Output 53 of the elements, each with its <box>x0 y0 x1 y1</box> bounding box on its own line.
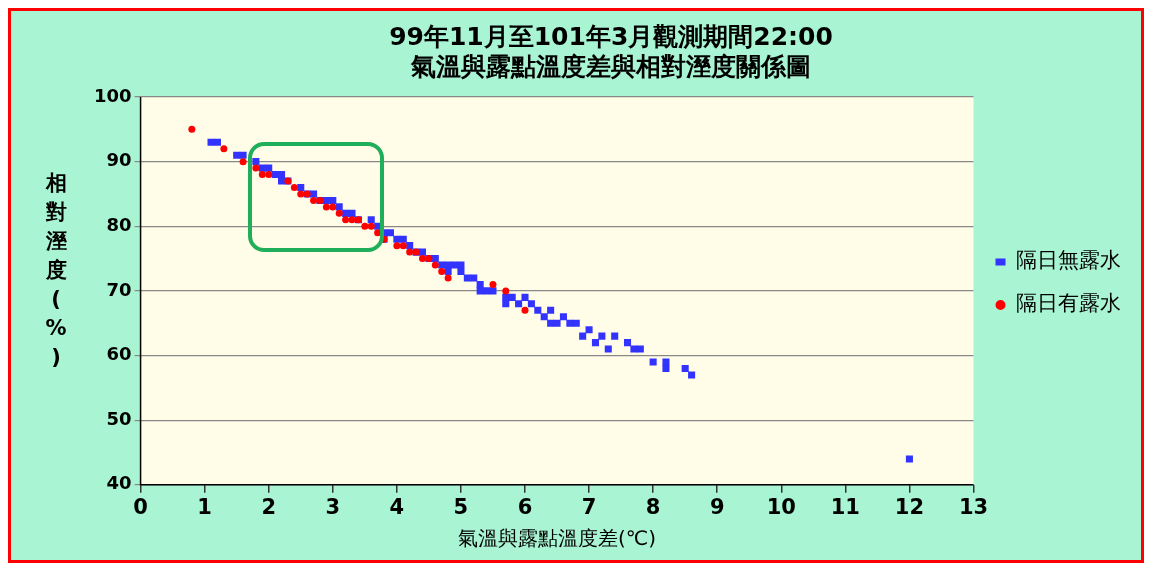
y-tick-label: 40 <box>106 472 132 494</box>
point <box>297 190 305 198</box>
point <box>239 158 247 166</box>
point <box>367 222 375 230</box>
point <box>348 216 356 224</box>
x-tick-label: 13 <box>958 494 989 519</box>
x-tick-label: 1 <box>197 494 212 519</box>
point <box>258 171 266 179</box>
point <box>489 280 497 288</box>
point <box>252 164 260 172</box>
point <box>438 268 446 276</box>
point <box>265 171 273 179</box>
point <box>335 209 343 217</box>
x-tick-label: 2 <box>261 494 277 519</box>
point <box>310 196 318 204</box>
y-tick-label: 50 <box>106 407 132 429</box>
text: 氣溫與露點溫度差與相對溼度關係圖 <box>411 51 811 81</box>
y-tick-label: 70 <box>106 278 132 300</box>
point <box>188 125 196 133</box>
legend-label: 隔日無露水 <box>1016 248 1121 273</box>
x-tick-label: 7 <box>581 494 597 519</box>
x-tick-label: 9 <box>709 494 725 519</box>
point <box>431 261 439 269</box>
point <box>406 248 414 256</box>
point <box>521 306 529 314</box>
point <box>361 222 369 230</box>
point <box>418 255 426 263</box>
x-tick-label: 3 <box>325 494 341 519</box>
x-tick-label: 4 <box>389 494 405 519</box>
point <box>322 203 330 211</box>
point <box>329 203 337 211</box>
x-tick-label: 8 <box>645 494 661 519</box>
x-tick-label: 5 <box>453 494 469 519</box>
y-tick-label: 80 <box>106 213 132 235</box>
x-tick-label: 11 <box>830 494 860 519</box>
point <box>399 242 407 250</box>
text: 99年11月至101年3月觀測期間22:00 <box>389 21 833 51</box>
y-tick-label: 60 <box>106 343 132 365</box>
x-tick-label: 0 <box>133 494 148 519</box>
y-tick-label: 100 <box>94 84 132 106</box>
x-axis-title: 氣溫與露點溫度差(℃) <box>458 526 657 551</box>
point <box>290 183 298 191</box>
y-axis-title: 相對溼度(%) <box>44 170 68 371</box>
legend-label: 隔日有露水 <box>1016 291 1121 316</box>
point <box>393 242 401 250</box>
point <box>502 287 510 295</box>
y-tick-label: 90 <box>106 149 132 171</box>
x-tick-label: 10 <box>766 494 796 519</box>
x-tick-label: 6 <box>517 494 533 519</box>
point <box>342 216 350 224</box>
x-tick-label: 12 <box>894 494 925 519</box>
point <box>220 145 228 153</box>
point <box>444 274 452 282</box>
